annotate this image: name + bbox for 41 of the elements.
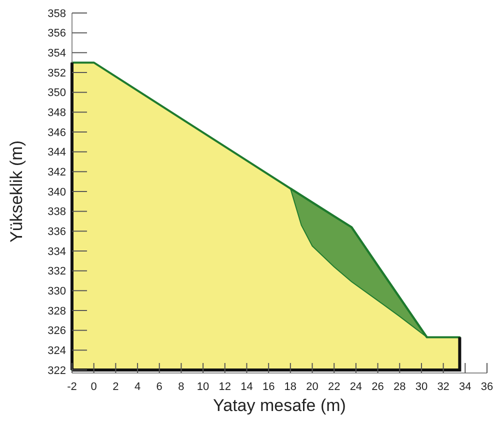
y-tick-label: 342 — [48, 166, 66, 179]
x-tick-label: -2 — [67, 381, 77, 393]
x-tick-label: 0 — [90, 381, 97, 393]
y-tick-label: 340 — [48, 186, 66, 198]
x-tick-label: 24 — [350, 381, 362, 393]
x-tick-label: 10 — [196, 381, 210, 393]
x-tick-label: 6 — [156, 381, 162, 393]
x-tick-label: 20 — [306, 381, 318, 393]
y-tick-label: 338 — [48, 206, 66, 218]
x-tick-label: 28 — [394, 381, 406, 393]
x-tick-label: 4 — [134, 381, 141, 393]
y-tick-label: 352 — [48, 67, 66, 80]
y-tick-label: 332 — [48, 266, 66, 278]
y-tick-label: 358 — [48, 8, 66, 20]
x-tick-label: 14 — [240, 381, 253, 393]
x-tick-label: 18 — [284, 381, 297, 393]
x-tick-label: 36 — [480, 381, 494, 393]
x-tick-label: 34 — [459, 381, 472, 393]
x-tick-label: 16 — [262, 381, 275, 393]
x-axis-title: Yatay mesafe (m) — [213, 396, 346, 415]
x-tick-label: 8 — [178, 381, 184, 393]
y-tick-label: 328 — [48, 305, 66, 318]
y-tick-label: 336 — [48, 226, 66, 238]
x-tick-label: 22 — [328, 381, 340, 393]
x-tick-label: 30 — [415, 381, 428, 393]
y-tick-label: 326 — [48, 325, 66, 338]
y-tick-label: 330 — [48, 286, 66, 298]
y-tick-label: 346 — [48, 126, 66, 139]
y-tick-label: 324 — [48, 345, 66, 358]
y-axis-title: Yükseklik (m) — [7, 140, 26, 243]
y-tick-label: 334 — [48, 246, 66, 258]
x-tick-label: 2 — [112, 381, 119, 393]
y-tick-label: 348 — [48, 107, 66, 120]
y-tick-label: 354 — [48, 48, 66, 60]
y-tick-label: 322 — [48, 364, 66, 377]
y-tick-label: 344 — [48, 146, 66, 159]
y-tick-label: 350 — [48, 87, 66, 100]
x-tick-label: 12 — [218, 381, 232, 393]
y-tick-label: 356 — [48, 28, 66, 40]
x-tick-label: 26 — [372, 381, 384, 393]
x-tick-label: 32 — [437, 381, 450, 393]
